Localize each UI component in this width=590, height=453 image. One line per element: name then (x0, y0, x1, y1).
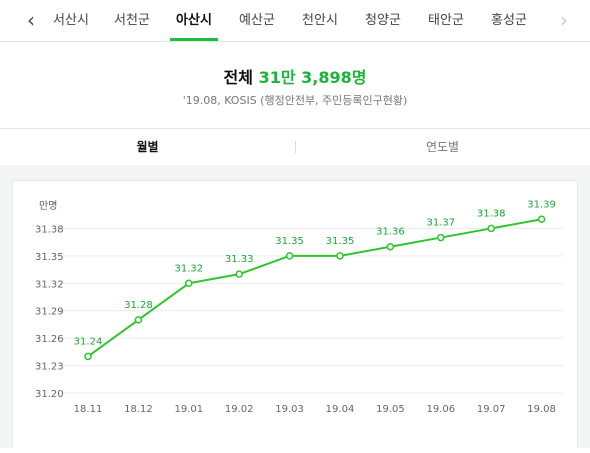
y-tick-label: 31.23 (35, 362, 64, 373)
data-label: 31.35 (275, 236, 304, 247)
total-label: 전체 (223, 68, 253, 87)
x-tick-label: 19.05 (376, 404, 405, 415)
data-point[interactable] (134, 316, 143, 324)
x-tick-label: 19.02 (225, 404, 254, 415)
tab-hongseong[interactable]: 홍성군 (491, 13, 527, 28)
y-tick-label: 31.29 (35, 307, 64, 318)
data-point[interactable] (487, 224, 495, 233)
data-point[interactable] (235, 270, 243, 278)
tab-taean[interactable]: 태안군 (428, 13, 464, 28)
data-label: 31.36 (376, 227, 405, 238)
period-tab-bar: 월별 연도별 (0, 128, 590, 166)
y-tick-label: 31.35 (35, 252, 64, 263)
x-tick-label: 19.03 (275, 404, 304, 415)
total-value: 31만 3,898명 (258, 68, 367, 87)
data-label: 31.38 (477, 208, 506, 219)
data-label: 31.32 (174, 263, 203, 274)
data-point[interactable] (537, 215, 546, 224)
y-tick-label: 31.20 (35, 389, 64, 400)
data-label: 31.35 (326, 236, 355, 247)
data-point[interactable] (437, 233, 445, 242)
data-point[interactable] (185, 279, 193, 288)
data-label: 31.39 (527, 199, 556, 210)
y-tick-label: 31.38 (35, 224, 64, 235)
data-source: '19.08, KOSIS (행정안전부, 주민등록인구현황) (182, 94, 408, 107)
region-tab-bar: ‹ 서산시 서천군 아산시 예산군 천안시 청양군 태안군 홍성군 › (0, 0, 590, 42)
tab-asan[interactable]: 아산시 (176, 13, 212, 28)
selected-tab-indicator (170, 38, 218, 41)
x-tick-label: 19.06 (426, 404, 455, 415)
tab-cheongyang[interactable]: 청양군 (365, 13, 401, 28)
tab-seosan[interactable]: 서산시 (53, 13, 89, 28)
data-label: 31.24 (74, 336, 103, 347)
x-tick-label: 19.07 (477, 404, 506, 415)
data-label: 31.33 (225, 254, 254, 265)
tab-seocheon[interactable]: 서천군 (114, 13, 150, 28)
chevron-left-icon[interactable]: ‹ (27, 8, 35, 32)
y-unit-label: 만명 (39, 200, 57, 212)
tab-cheonan[interactable]: 천안시 (302, 13, 338, 28)
data-label: 31.37 (426, 218, 455, 229)
y-tick-label: 31.32 (35, 279, 64, 290)
data-label: 31.28 (124, 300, 153, 311)
series-line (87, 218, 542, 358)
x-tick-label: 19.08 (527, 404, 556, 415)
population-summary: 전체 31만 3,898명 '19.08, KOSIS (행정안전부, 주민등록… (0, 42, 590, 128)
tab-yearly[interactable]: 연도별 (425, 140, 460, 154)
data-point[interactable] (285, 252, 294, 260)
tab-yesan[interactable]: 예산군 (239, 13, 275, 28)
data-point[interactable] (386, 242, 395, 251)
x-tick-label: 19.01 (174, 404, 203, 415)
chevron-right-icon[interactable]: › (560, 8, 568, 32)
y-tick-label: 31.26 (35, 334, 64, 345)
x-tick-label: 19.04 (326, 404, 355, 415)
total-population: 전체 31만 3,898명 (0, 64, 590, 88)
population-line-chart: 만명 31.20 31.23 31.26 31.29 31.32 31.35 31.38 1… (35, 199, 563, 415)
data-point[interactable] (336, 252, 344, 260)
x-tick-label: 18.11 (74, 404, 103, 415)
x-tick-label: 18.12 (124, 404, 153, 415)
tab-monthly[interactable]: 월별 (136, 140, 159, 154)
tab-divider (295, 141, 296, 153)
chart-card: 만명 31.20 31.23 31.26 31.29 31.32 31.35 31.38 1… (12, 180, 578, 448)
data-point[interactable] (84, 352, 92, 361)
